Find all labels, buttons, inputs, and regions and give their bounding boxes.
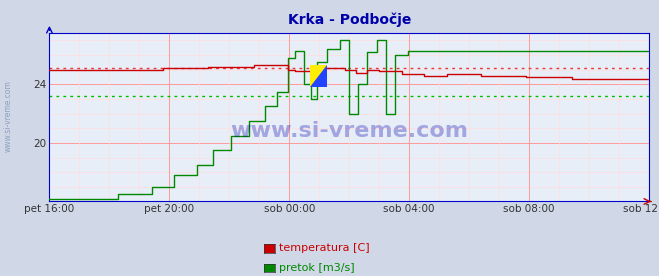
Text: Krka - Podbočje: Krka - Podbočje	[287, 12, 411, 27]
Text: www.si-vreme.com: www.si-vreme.com	[230, 121, 469, 141]
Text: temperatura [C]: temperatura [C]	[279, 243, 370, 253]
Polygon shape	[310, 65, 327, 87]
Text: www.si-vreme.com: www.si-vreme.com	[4, 80, 13, 152]
Polygon shape	[310, 65, 327, 87]
Text: pretok [m3/s]: pretok [m3/s]	[279, 263, 355, 273]
